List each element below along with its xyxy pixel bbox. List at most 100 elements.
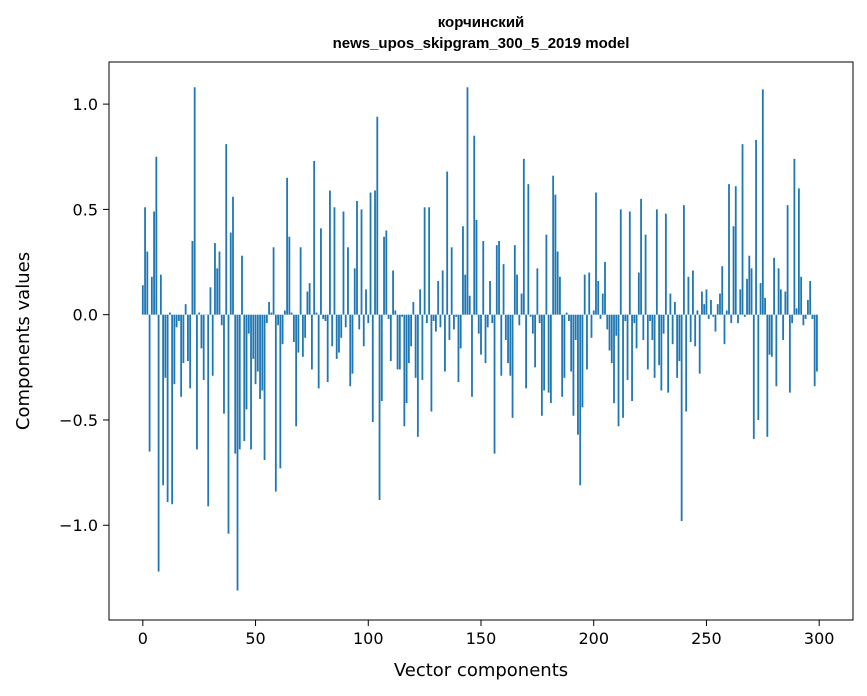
bar xyxy=(664,213,667,315)
bar xyxy=(746,278,748,315)
bar xyxy=(725,310,728,315)
bar xyxy=(595,192,597,315)
bar xyxy=(317,314,320,389)
bar xyxy=(189,314,192,389)
bar xyxy=(766,314,769,437)
bar xyxy=(640,198,642,315)
bar xyxy=(484,314,487,364)
bar xyxy=(450,247,453,315)
bar xyxy=(784,291,787,315)
bar xyxy=(676,314,679,378)
bar xyxy=(480,314,482,355)
bar xyxy=(326,314,329,383)
bar xyxy=(504,314,507,340)
bar xyxy=(263,314,266,460)
bar xyxy=(773,257,775,315)
bar xyxy=(444,314,446,372)
bar xyxy=(622,314,624,418)
bar xyxy=(728,184,730,315)
bar xyxy=(800,276,803,315)
y-tick-label: 0.5 xyxy=(73,200,98,219)
bar xyxy=(689,314,692,343)
bar xyxy=(599,314,602,319)
bar xyxy=(398,314,401,370)
bar xyxy=(583,274,586,315)
bar xyxy=(658,314,661,366)
bar xyxy=(795,308,798,315)
bar xyxy=(180,314,183,397)
bars-group xyxy=(141,87,818,591)
bar xyxy=(723,314,726,345)
bar xyxy=(229,232,232,315)
bar xyxy=(376,116,379,315)
bar xyxy=(261,314,264,391)
bar xyxy=(673,302,676,315)
bar xyxy=(455,314,458,317)
bar xyxy=(694,314,697,347)
bar xyxy=(344,314,347,328)
bar xyxy=(412,302,415,315)
bar xyxy=(459,314,462,349)
bar xyxy=(755,139,757,315)
bar xyxy=(556,251,559,315)
bar xyxy=(662,314,665,334)
x-tick-label: 200 xyxy=(578,629,609,648)
bar xyxy=(299,247,302,315)
bar xyxy=(371,314,374,423)
bar xyxy=(813,314,816,387)
bar xyxy=(536,268,539,315)
bar xyxy=(565,312,568,315)
bar xyxy=(669,293,672,315)
bar xyxy=(159,274,162,315)
bar xyxy=(610,314,613,364)
bar xyxy=(466,87,469,315)
bar xyxy=(340,314,343,338)
bar xyxy=(374,190,376,315)
bar xyxy=(250,314,252,450)
bar xyxy=(223,314,225,414)
bar xyxy=(770,314,773,357)
bar xyxy=(209,287,212,315)
bar xyxy=(540,314,543,416)
bar xyxy=(315,312,318,315)
bar xyxy=(531,314,534,334)
bar xyxy=(793,158,796,315)
bar xyxy=(513,245,516,315)
bar xyxy=(705,289,708,315)
bar xyxy=(527,184,530,315)
bar xyxy=(425,314,428,324)
bar xyxy=(288,236,291,315)
bar xyxy=(696,310,699,315)
bar xyxy=(509,314,512,376)
bar xyxy=(279,314,282,469)
bar xyxy=(295,314,298,427)
bar xyxy=(277,314,279,326)
bar xyxy=(683,205,685,315)
bar xyxy=(525,314,527,389)
plot-frame xyxy=(108,61,854,621)
bar xyxy=(667,314,670,393)
bar xyxy=(586,314,588,370)
bar xyxy=(252,314,255,359)
bar xyxy=(775,314,778,387)
bar xyxy=(570,314,573,372)
bar xyxy=(243,314,246,442)
bar xyxy=(631,314,633,402)
bar xyxy=(428,207,431,315)
bar xyxy=(166,314,169,503)
bar xyxy=(606,314,609,330)
bar xyxy=(259,314,261,399)
bar xyxy=(356,200,358,315)
bar xyxy=(227,314,230,534)
bar xyxy=(292,314,295,343)
bar xyxy=(286,177,289,315)
bar xyxy=(202,314,205,380)
bar xyxy=(559,276,561,315)
chart-subtitle: news_upos_skipgram_300_5_2019 model xyxy=(333,35,630,52)
bar xyxy=(804,314,807,319)
bar xyxy=(734,186,737,315)
bar xyxy=(247,314,250,334)
bar xyxy=(468,295,471,315)
bar xyxy=(446,171,449,315)
bar xyxy=(146,251,149,315)
